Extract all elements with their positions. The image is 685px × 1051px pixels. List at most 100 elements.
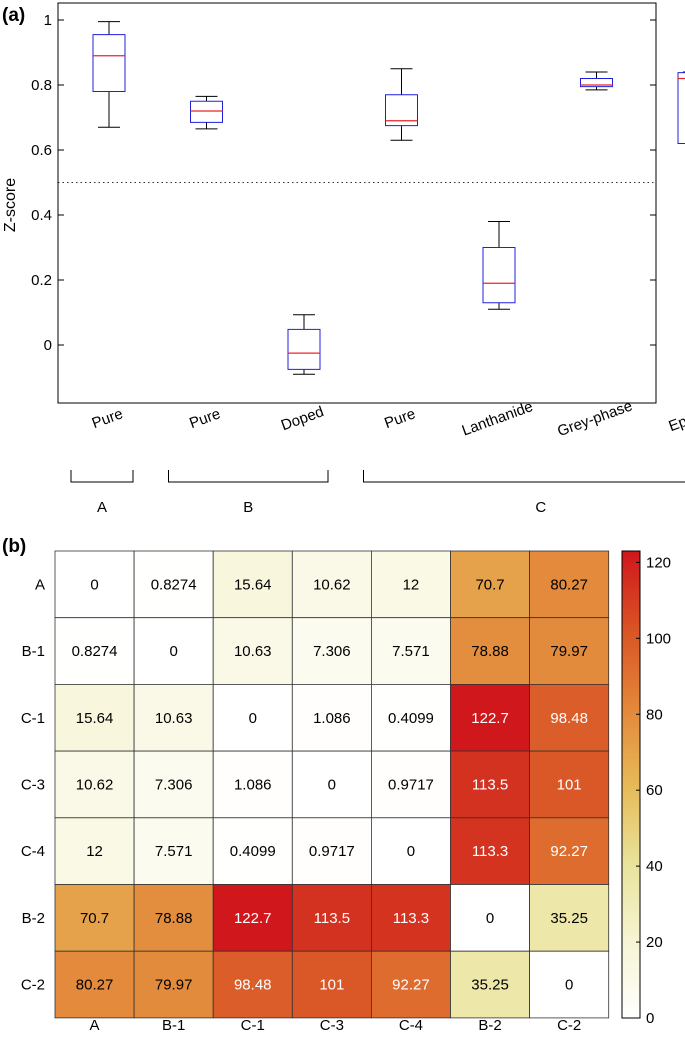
cell-value-label: 79.97: [550, 643, 588, 660]
heatmap-cell: [450, 817, 530, 885]
group-bracket: [168, 470, 329, 483]
heatmap-cell: [54, 684, 135, 752]
box-body: [385, 94, 418, 127]
group-bracket: [363, 470, 685, 483]
box-3: [287, 314, 321, 375]
x-tick-label: Grey-phase: [555, 397, 634, 440]
row-label: B-2: [22, 910, 45, 927]
panel-b-label: (b): [2, 536, 26, 557]
y-tick-label: 0.2: [31, 272, 52, 289]
box-1: [92, 21, 126, 128]
heatmap-cell: [529, 950, 610, 1019]
column-label: C-4: [399, 1017, 423, 1034]
row-label: C-4: [21, 843, 45, 860]
cell-value-label: 0: [249, 710, 257, 727]
cell-value-label: 15.64: [234, 576, 272, 593]
cell-value-label: 0: [90, 576, 98, 593]
cell-value-label: 113.5: [472, 776, 508, 793]
cell-value-label: 7.306: [155, 776, 193, 793]
cell-value-label: 0: [565, 977, 573, 994]
cell-value-label: 98.48: [234, 977, 272, 994]
heatmap-cell: [291, 884, 372, 952]
heatmap-cell: [450, 617, 530, 685]
heatmap-cell: [291, 550, 372, 619]
cell-value-label: 1.086: [313, 710, 351, 727]
heatmap-cell: [54, 884, 135, 952]
column-label: B-2: [478, 1017, 501, 1034]
x-tick-label: Epsilon: [666, 402, 685, 435]
x-tick-label: Pure: [187, 405, 223, 432]
heatmap-cell: [370, 617, 451, 685]
column-label: C-3: [320, 1017, 344, 1034]
heatmap-cell: [370, 684, 451, 752]
y-tick-label: 0.8: [31, 77, 52, 94]
cell-value-label: 0: [486, 910, 494, 927]
heatmap-cell: [54, 950, 135, 1019]
cell-value-label: 92.27: [392, 977, 430, 994]
cell-value-label: 98.48: [550, 710, 588, 727]
box-body: [580, 78, 613, 88]
heatmap-cell: [291, 617, 372, 685]
cell-value-label: 35.25: [550, 910, 588, 927]
x-tick-label: Lanthanide: [460, 398, 536, 439]
y-tick-label: 0: [44, 337, 52, 354]
heatmap-cell: [529, 550, 610, 619]
cell-value-label: 1.086: [234, 776, 272, 793]
group-label: A: [97, 499, 107, 516]
heatmap-cell: [529, 617, 610, 685]
cell-value-label: 10.62: [313, 576, 351, 593]
heatmap-cell: [370, 817, 451, 885]
box-6: [580, 71, 613, 91]
x-tick-label: Doped: [279, 403, 326, 434]
box-body: [287, 328, 321, 370]
row-label: C-1: [21, 710, 45, 727]
heatmap-cell: [212, 750, 293, 819]
colorbar-tick-label: 120: [646, 554, 671, 571]
box-body: [190, 100, 223, 123]
cell-value-label: 122.7: [471, 710, 509, 727]
cell-value-label: 101: [319, 977, 344, 994]
heatmap-cell: [450, 550, 530, 619]
row-label: C-3: [21, 776, 45, 793]
colorbar-tick-label: 40: [646, 858, 663, 875]
heatmap-cell: [133, 750, 214, 819]
x-tick-label: Pure: [90, 405, 126, 432]
heatmap-cell: [450, 884, 530, 952]
heatmap-cell: [212, 684, 293, 752]
cell-value-label: 0.9717: [388, 776, 434, 793]
column-label: C-1: [241, 1017, 265, 1034]
cell-value-label: 113.3: [393, 910, 429, 927]
group-brackets: A B C: [70, 470, 685, 516]
box-5: [482, 221, 516, 310]
colorbar-tick-label: 0: [646, 1010, 654, 1027]
heatmap-row-labels: A B-1 C-1 C-3 C-4 B-2 C-2: [21, 576, 45, 993]
cell-value-label: 12: [86, 843, 103, 860]
cell-value-label: 70.7: [475, 576, 504, 593]
cell-value-label: 79.97: [155, 977, 193, 994]
colorbar-tick-label: 100: [646, 630, 671, 647]
colorbar-tick-label: 60: [646, 782, 663, 799]
row-label: C-2: [21, 977, 45, 994]
panel-a-label: (a): [2, 5, 25, 26]
cell-value-label: 70.7: [80, 910, 109, 927]
cell-value-label: 122.7: [234, 910, 272, 927]
cell-value-label: 0: [169, 643, 177, 660]
cell-value-label: 0.4099: [230, 843, 276, 860]
cell-value-label: 0.8274: [72, 643, 118, 660]
column-label: C-2: [557, 1017, 581, 1034]
group-label: B: [243, 499, 253, 516]
cell-value-label: 0.8274: [151, 576, 197, 593]
colorbar: 0 20 40 60 80 100 120: [621, 550, 671, 1027]
colorbar-bar: [621, 550, 641, 1019]
heatmap-cells: 0 0.8274 15.64 10.62 12 70.7 80.27 0.8274 0 10.63…: [54, 550, 610, 1019]
y-axis-ticks: 0 0.2 0.4 0.6 0.8 1: [31, 12, 656, 354]
plot-area-a: [57, 2, 657, 404]
y-axis-label: Z-score: [2, 178, 19, 232]
heatmap-cell: [133, 950, 214, 1019]
cell-value-label: 92.27: [550, 843, 588, 860]
heatmap-cell: [370, 950, 451, 1019]
y-tick-label: 1: [44, 12, 52, 29]
heatmap-cell: [133, 550, 214, 619]
heatmap-cell: [133, 617, 214, 685]
heatmap-cell: [529, 750, 610, 819]
